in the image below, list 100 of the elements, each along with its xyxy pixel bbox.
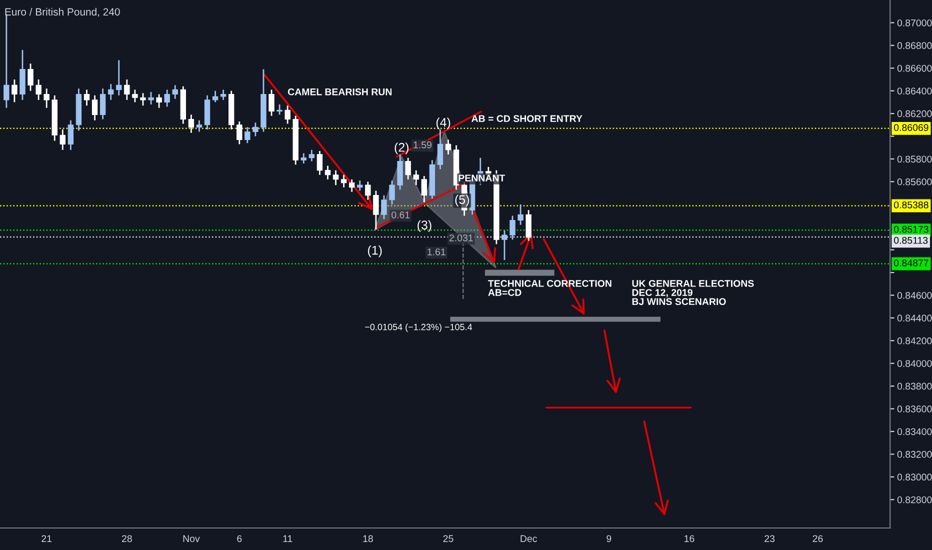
y-tick-label: 0.84600 xyxy=(897,292,932,299)
x-tick-label: 18 xyxy=(363,535,373,542)
candlestick xyxy=(437,128,444,170)
ref-line-label: 0.85173 xyxy=(894,226,928,233)
candlestick xyxy=(148,91,154,106)
y-tick-label: 0.83600 xyxy=(897,406,932,412)
candlestick xyxy=(44,88,50,109)
candlestick xyxy=(373,190,379,230)
candlestick xyxy=(132,89,138,103)
candlestick xyxy=(124,78,130,101)
x-tick-label: Nov xyxy=(183,535,200,542)
y-tick-label: 0.82800 xyxy=(897,496,932,504)
candlestick xyxy=(4,14,10,109)
candlestick xyxy=(36,78,42,101)
candlestick xyxy=(340,174,347,188)
annotation: (1) xyxy=(368,246,382,258)
candlestick xyxy=(381,194,387,220)
candlestick xyxy=(284,104,290,124)
annotation: (3) xyxy=(418,220,432,232)
candlestick xyxy=(502,230,508,261)
text: Euro / British Pound, 240 xyxy=(5,8,120,17)
ref-line-label: 0.85388 xyxy=(894,201,928,208)
x-tick-label: 16 xyxy=(684,535,694,542)
candlestick xyxy=(68,120,74,151)
candlestick xyxy=(172,84,178,100)
x-tick-label: 11 xyxy=(283,535,292,542)
candlestick xyxy=(510,215,516,240)
candlestick xyxy=(60,128,66,151)
candlestick xyxy=(140,92,146,106)
candlestick xyxy=(236,120,242,145)
y-tick-label: 0.86400 xyxy=(897,88,932,94)
candlestick xyxy=(252,122,258,137)
candlestick xyxy=(518,204,524,226)
y-tick-label: 0.83000 xyxy=(897,474,932,481)
candlestick xyxy=(108,83,114,101)
x-tick-label: 23 xyxy=(764,535,775,542)
candlestick xyxy=(212,90,218,103)
candlestick xyxy=(156,94,162,109)
annotation: (4) xyxy=(436,118,450,130)
x-tick-label: 26 xyxy=(812,535,823,542)
annotation: AB = CD SHORT ENTRY xyxy=(472,115,582,122)
candlestick xyxy=(92,94,98,122)
x-tick-label: Dec xyxy=(520,535,537,542)
candlestick xyxy=(84,89,90,106)
y-tick-label: 0.83200 xyxy=(897,450,932,458)
candlestick xyxy=(365,180,371,201)
annotation: 1.61 xyxy=(428,248,446,256)
y-tick-label: 0.85800 xyxy=(897,156,932,163)
annotation: PENNANT xyxy=(458,174,506,182)
y-tick-label: 0.83800 xyxy=(897,382,932,390)
candlestick xyxy=(445,138,452,156)
y-tick-label: 0.84200 xyxy=(897,337,932,344)
candlestick xyxy=(28,62,34,92)
candlestick xyxy=(308,149,315,162)
candlestick xyxy=(316,150,323,176)
y-tick-label: 0.87000 xyxy=(897,19,932,26)
candlestick xyxy=(348,178,355,193)
annotation: (5) xyxy=(455,194,469,206)
y-tick-label: 0.84000 xyxy=(897,360,932,367)
candlestick xyxy=(244,126,250,144)
annotation: CAMEL BEARISH RUN xyxy=(288,88,392,96)
candlestick xyxy=(196,120,202,132)
candlestick xyxy=(357,180,363,192)
candlestick xyxy=(276,104,282,116)
x-tick-label: 25 xyxy=(443,535,454,542)
annotation: (2) xyxy=(394,142,408,154)
candlestick xyxy=(100,88,106,120)
candlestick xyxy=(413,170,419,186)
x-tick-label: 28 xyxy=(122,535,132,542)
candlestick xyxy=(405,157,411,180)
candlestick xyxy=(300,152,306,164)
candlestick xyxy=(164,89,170,108)
candlestick xyxy=(268,89,274,117)
candlestick xyxy=(188,114,194,134)
ref-line-label: 0.85113 xyxy=(894,236,928,244)
candlestick xyxy=(12,78,18,103)
candlestick xyxy=(116,59,122,96)
annotation: 0.61 xyxy=(392,211,410,218)
x-tick-label: 6 xyxy=(237,535,242,542)
candlestick xyxy=(332,170,339,186)
candlestick xyxy=(421,175,427,203)
y-tick-label: 0.83400 xyxy=(897,428,932,436)
y-tick-label: 0.86800 xyxy=(897,42,932,50)
y-tick-label: 0.85600 xyxy=(897,178,932,186)
ref-line-label: 0.84877 xyxy=(894,260,928,266)
candlestick xyxy=(324,165,331,180)
candlestick xyxy=(397,154,403,190)
annotation: 1.59 xyxy=(414,141,432,148)
annotation: UK GENERAL ELECTIONS DEC 12, 2019 BJ WINS SCENARIO xyxy=(632,280,754,306)
y-tick-label: 0.84400 xyxy=(897,314,932,322)
x-tick-label: 9 xyxy=(606,535,612,542)
x-tick-label: 21 xyxy=(42,535,52,542)
annotation: −0.01054 (−1.23%) −105.4 xyxy=(365,324,472,332)
ref-line-label: 0.86069 xyxy=(894,124,928,132)
candlestick xyxy=(526,209,532,242)
y-tick-label: 0.86600 xyxy=(897,64,932,72)
candlestick xyxy=(389,180,395,206)
y-tick-label: 0.86200 xyxy=(897,110,932,118)
annotation: 2.031 xyxy=(449,234,473,242)
candlestick xyxy=(220,89,226,101)
